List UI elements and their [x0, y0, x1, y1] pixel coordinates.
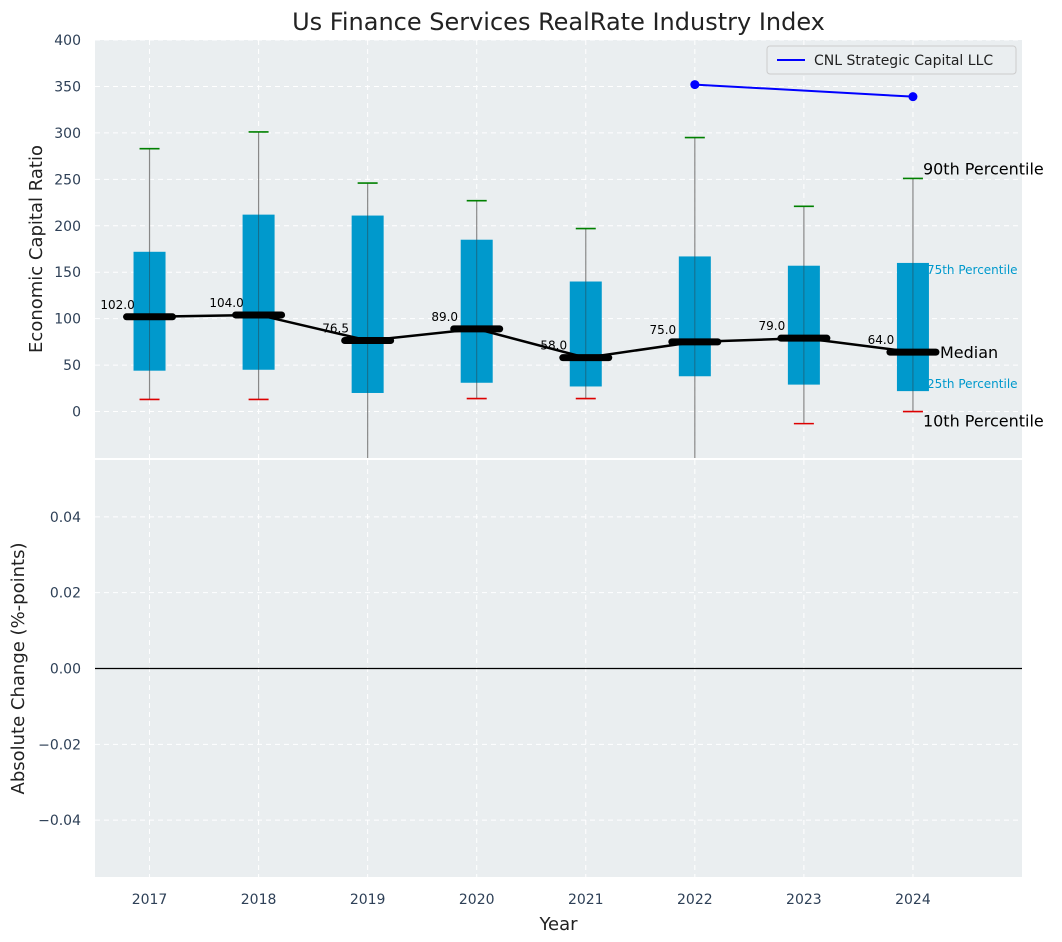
chart-title: Us Finance Services RealRate Industry In… [292, 8, 825, 36]
box-2022 [678, 136, 711, 458]
box-2024 [896, 177, 929, 413]
median-trend: 102.0 104.0 76.5 89.0 58.0 75.0 79.0 64.0 [100, 296, 940, 362]
bottom-y-tick-label: 0.04 [50, 510, 81, 526]
interquartile-box [896, 262, 929, 392]
series-point [908, 92, 918, 102]
median-value-label: 89.0 [431, 310, 458, 324]
x-tick-label: 2022 [677, 892, 713, 908]
top-y-tick-label: 100 [54, 312, 81, 328]
x-tick-label: 2023 [786, 892, 822, 908]
median-value-label: 75.0 [649, 323, 676, 337]
box-2018 [242, 131, 275, 401]
median-value-label: 79.0 [759, 319, 786, 333]
box-2023 [787, 205, 820, 425]
x-tick-label: 2021 [568, 892, 604, 908]
box-2020 [460, 199, 493, 400]
legend: CNL Strategic Capital LLC [766, 45, 1017, 75]
top-y-tick-label: 300 [54, 126, 81, 142]
top-y-tick-label: 250 [54, 172, 81, 188]
percentile-annotations: 90th Percentile 75th Percentile Median 25th… [923, 159, 1044, 430]
median-value-label: 104.0 [209, 296, 243, 310]
interquartile-box [787, 265, 820, 385]
box-plots [133, 131, 929, 458]
annotation-10th: 10th Percentile [923, 412, 1044, 431]
interquartile-box [133, 251, 166, 371]
median-value-label: 58.0 [540, 339, 567, 353]
bottom-y-tick-label: 0.02 [50, 586, 81, 602]
x-tick-label: 2019 [350, 892, 386, 908]
bottom-y-tick-label: −0.04 [38, 813, 81, 829]
bottom-panel: −0.04−0.020.000.020.04 2017 2018 2019 2020 2… [8, 460, 1022, 935]
bottom-y-ticks: −0.04 −0.02 0.00 0.02 0.04 [38, 510, 81, 829]
x-ticks: 2017 2018 2019 2020 2021 2022 2023 2024 [132, 892, 931, 908]
legend-entry-label: CNL Strategic Capital LLC [814, 53, 993, 69]
median-value-label: 64.0 [868, 333, 895, 347]
top-y-tick-label: 150 [54, 265, 81, 281]
median-value-label: 102.0 [100, 298, 134, 312]
x-axis-label: Year [538, 914, 578, 935]
annotation-25th: 25th Percentile [927, 377, 1018, 391]
interquartile-box [569, 281, 602, 387]
top-panel: 0 50 100 150 200 250 300 350 400 102.0 104.0 76.5 8… [26, 8, 1044, 458]
box-2021 [569, 227, 602, 400]
bottom-y-tick-label: 0.00 [50, 662, 81, 678]
top-plot-area [95, 40, 1022, 458]
series-point [690, 80, 700, 90]
interquartile-box [351, 215, 384, 393]
interquartile-box [460, 239, 493, 383]
annotation-90th: 90th Percentile [923, 159, 1044, 178]
top-y-axis-label: Economic Capital Ratio [26, 145, 47, 353]
interquartile-box [678, 256, 711, 377]
median-value-label: 76.5 [322, 321, 349, 335]
top-y-tick-label: 0 [72, 405, 81, 421]
top-y-tick-label: 200 [54, 219, 81, 235]
bottom-y-axis-label: Absolute Change (%-points) [8, 543, 29, 795]
top-y-tick-label: 350 [54, 79, 81, 95]
box-2019 [351, 182, 384, 458]
annotation-median: Median [940, 343, 998, 362]
series-line [694, 83, 913, 98]
bottom-y-tick-label: −0.02 [38, 737, 81, 753]
top-y-tick-label: 50 [63, 358, 81, 374]
legend-box [766, 45, 1017, 75]
x-tick-label: 2018 [241, 892, 277, 908]
x-tick-label: 2020 [459, 892, 495, 908]
x-tick-label: 2024 [895, 892, 931, 908]
x-tick-label: 2017 [132, 892, 168, 908]
annotation-75th: 75th Percentile [927, 263, 1018, 277]
company-series [690, 80, 918, 102]
interquartile-box [242, 214, 275, 370]
box-2017 [133, 147, 166, 401]
top-y-ticks: 0 50 100 150 200 250 300 350 400 [54, 33, 81, 421]
top-y-tick-label: 400 [54, 33, 81, 49]
